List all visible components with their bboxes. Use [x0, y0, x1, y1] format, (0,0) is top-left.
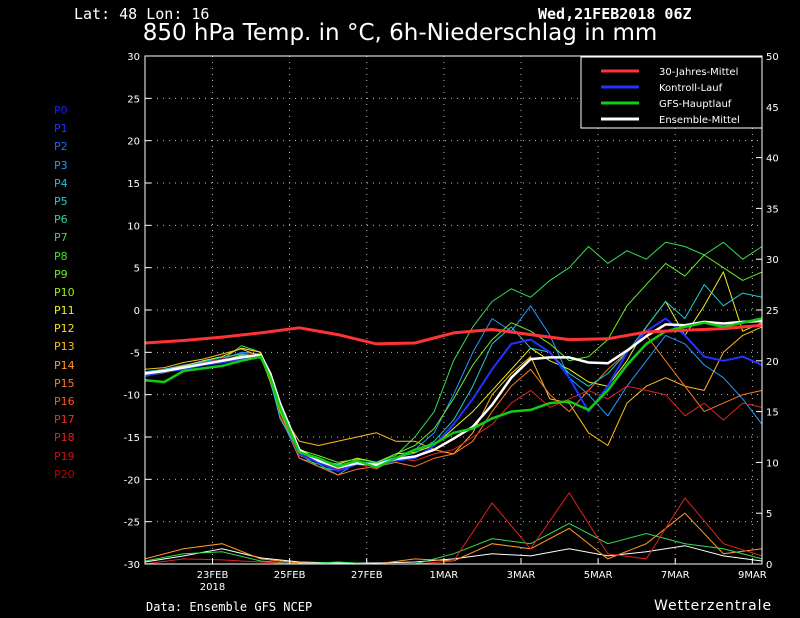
- y-left-tick-label: 0: [134, 306, 140, 317]
- y-left-tick-label: -5: [130, 348, 140, 359]
- member-label-p0: P0: [54, 104, 68, 117]
- y-left-tick-label: 25: [127, 94, 140, 105]
- y-left-tick-label: 10: [127, 221, 140, 232]
- chart-title: 850 hPa Temp. in °C, 6h-Niederschlag in …: [142, 20, 658, 46]
- precip-line-3: [144, 491, 763, 565]
- member-label-p4: P4: [54, 176, 68, 190]
- y-right-tick-label: 45: [766, 103, 779, 114]
- location-label: Lat: 48 Lon: 16: [74, 5, 210, 23]
- y-right-tick-label: 50: [766, 52, 779, 63]
- brand-label: Wetterzentrale: [654, 598, 773, 614]
- legend-label-2: GFS-Hauptlauf: [659, 99, 732, 110]
- y-left-tick-label: -30: [124, 560, 140, 571]
- series-line-p11: [144, 271, 763, 465]
- x-tick-label: 23FEB: [197, 570, 229, 581]
- legend-label-3: Ensemble-Mittel: [659, 115, 740, 126]
- y-left-tick-label: -15: [124, 433, 140, 444]
- member-label-p16: P16: [54, 395, 75, 408]
- precip-line-1: [144, 512, 763, 565]
- member-label-p1: P1: [54, 122, 68, 136]
- legend-box: [580, 56, 763, 129]
- y-left-tick-label: 5: [134, 264, 140, 275]
- ensemble-member-list: P0 P1 P2 P3 P4 P5 P6 P7 P8 P9 P10 P11 P12 P13 P14 P15 P1…: [54, 102, 75, 484]
- y-left-tick-label: 15: [127, 179, 140, 190]
- x-tick-label: 1MAR: [429, 570, 458, 581]
- x-year-label: 2018: [200, 582, 225, 593]
- x-tick-label: 27FEB: [351, 570, 383, 581]
- y-right-tick-label: 15: [766, 408, 779, 419]
- y-right-tick-label: 25: [766, 306, 779, 317]
- member-label-p12: P12: [54, 322, 75, 336]
- member-label-p11: P11: [54, 304, 75, 318]
- x-tick-label: 5MAR: [584, 570, 613, 581]
- member-label-p7: P7: [54, 231, 68, 245]
- series-line-30-jahres-mittel: [144, 323, 763, 346]
- member-label-p13: P13: [54, 340, 75, 354]
- x-tick-label: 9MAR: [738, 570, 767, 581]
- member-label-p6: P6: [54, 213, 68, 227]
- y-right-tick-label: 40: [766, 154, 779, 165]
- y-left-tick-label: -10: [124, 391, 140, 402]
- data-source-label: Data: Ensemble GFS NCEP: [146, 600, 313, 614]
- member-label-p9: P9: [54, 267, 68, 281]
- y-right-tick-label: 5: [766, 509, 772, 520]
- member-label-p14: P14: [54, 358, 75, 372]
- y-left-tick-label: -20: [124, 475, 140, 486]
- y-left-tick-label: 30: [127, 52, 140, 63]
- x-tick-label: 3MAR: [507, 570, 536, 581]
- y-right-tick-label: 30: [766, 255, 779, 266]
- precip-line-2: [144, 522, 763, 565]
- series-line-p7: [144, 241, 763, 472]
- member-label-p5: P5: [54, 194, 68, 208]
- legend-label-1: Kontroll-Lauf: [659, 83, 723, 94]
- y-right-tick-label: 0: [766, 560, 772, 571]
- member-label-p18: P18: [54, 431, 75, 445]
- member-label-p2: P2: [54, 140, 68, 154]
- member-label-p8: P8: [54, 249, 68, 263]
- member-label-p19: P19: [54, 449, 75, 463]
- member-label-p10: P10: [54, 285, 75, 299]
- series-line-p13: [144, 326, 763, 455]
- member-label-p3: P3: [54, 158, 68, 172]
- series-line-p18: [144, 352, 763, 470]
- y-right-tick-label: 20: [766, 357, 779, 368]
- y-right-tick-label: 10: [766, 458, 779, 469]
- series-line-gfs-hauptlauf: [144, 317, 763, 469]
- legend-label-0: 30-Jahres-Mittel: [659, 67, 738, 78]
- y-left-tick-label: -25: [124, 518, 140, 529]
- precip-line-0: [144, 545, 763, 564]
- y-left-tick-label: 20: [127, 137, 140, 148]
- x-tick-label: 25FEB: [274, 570, 306, 581]
- y-right-tick-label: 35: [766, 204, 779, 215]
- member-label-p15: P15: [54, 376, 75, 390]
- member-label-p17: P17: [54, 413, 75, 427]
- plot-frame: [144, 55, 763, 565]
- member-label-p20: P20: [54, 467, 75, 481]
- run-date-label: Wed,21FEB2018 06Z: [538, 5, 692, 23]
- x-tick-label: 7MAR: [661, 570, 690, 581]
